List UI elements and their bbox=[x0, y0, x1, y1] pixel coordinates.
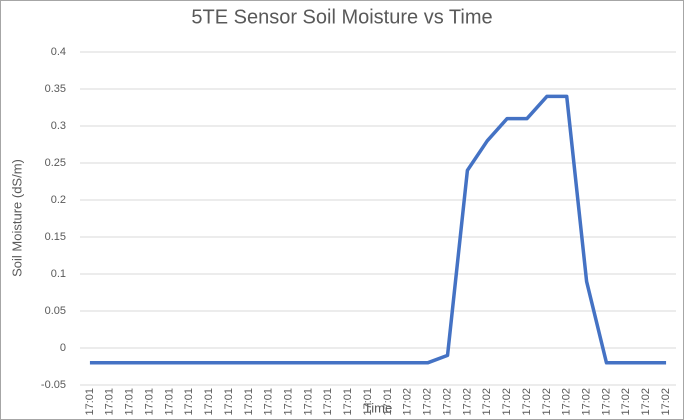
y-axis-label: Soil Moisture (dS/m) bbox=[9, 159, 24, 277]
x-tick-label: 17:01 bbox=[263, 388, 275, 416]
x-tick-label: 17:02 bbox=[640, 388, 652, 416]
x-tick-label: 17:01 bbox=[124, 388, 136, 416]
y-tick-label: 0 bbox=[60, 342, 66, 354]
y-tick-label: 0.25 bbox=[45, 157, 66, 169]
x-tick-label: 17:01 bbox=[163, 388, 175, 416]
x-tick-label: 17:02 bbox=[461, 388, 473, 416]
x-tick-label: 17:01 bbox=[143, 388, 155, 416]
x-axis-label: Time bbox=[364, 400, 392, 415]
x-tick-label: 17:01 bbox=[362, 388, 374, 416]
y-tick-label: 0.05 bbox=[45, 305, 66, 317]
x-tick-label: 17:01 bbox=[84, 388, 96, 416]
x-tick-label: 17:02 bbox=[481, 388, 493, 416]
x-tick-label: 17:02 bbox=[441, 388, 453, 416]
x-tick-label: 17:02 bbox=[541, 388, 553, 416]
x-tick-label: 17:02 bbox=[501, 388, 513, 416]
y-tick-label: 0.1 bbox=[51, 268, 66, 280]
x-tick-label: 17:02 bbox=[660, 388, 672, 416]
chart-title: 5TE Sensor Soil Moisture vs Time bbox=[191, 6, 492, 28]
x-tick-label: 17:02 bbox=[422, 388, 434, 416]
x-tick-label: 17:02 bbox=[620, 388, 632, 416]
x-tick-label: 17:01 bbox=[223, 388, 235, 416]
y-tick-label: -0.05 bbox=[41, 379, 66, 391]
x-tick-label: 17:01 bbox=[104, 388, 116, 416]
x-tick-label: 17:01 bbox=[243, 388, 255, 416]
x-tick-label: 17:02 bbox=[402, 388, 414, 416]
x-tick-label: 17:01 bbox=[322, 388, 334, 416]
x-tick-label: 17:02 bbox=[581, 388, 593, 416]
y-tick-label: 0.3 bbox=[51, 120, 66, 132]
data-line bbox=[89, 94, 667, 365]
x-tick-label: 17:01 bbox=[283, 388, 295, 416]
x-tick-label: 17:01 bbox=[203, 388, 215, 416]
y-tick-label: 0.35 bbox=[45, 83, 66, 95]
y-tick-label: 0.4 bbox=[51, 46, 66, 58]
x-tick-label: 17:01 bbox=[183, 388, 195, 416]
y-tick-label: 0.2 bbox=[51, 194, 66, 206]
x-tick-label: 17:02 bbox=[600, 388, 612, 416]
x-tick-label: 17:02 bbox=[561, 388, 573, 416]
x-tick-label: 17:01 bbox=[342, 388, 354, 416]
y-tick-label: 0.15 bbox=[45, 231, 66, 243]
x-tick-label: 17:01 bbox=[302, 388, 314, 416]
x-tick-label: 17:02 bbox=[521, 388, 533, 416]
x-tick-label: 17:01 bbox=[382, 388, 394, 416]
